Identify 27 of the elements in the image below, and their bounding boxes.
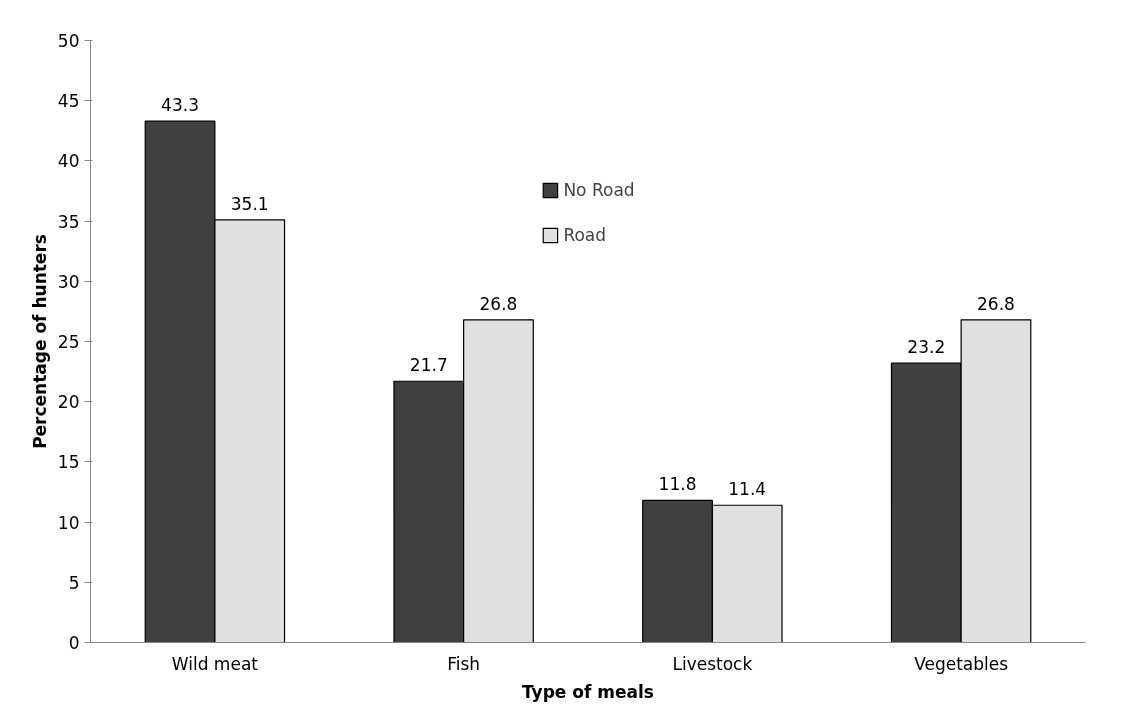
y-tick-label: 40 bbox=[57, 151, 80, 172]
x-axis-title: Type of meals bbox=[522, 681, 654, 702]
y-axis-title: Percentage of hunters bbox=[29, 234, 50, 449]
data-label: 23.2 bbox=[907, 337, 946, 358]
y-tick-label: 15 bbox=[57, 452, 80, 473]
y-tick-label: 50 bbox=[57, 31, 80, 51]
y-tick-label: 0 bbox=[68, 633, 80, 653]
data-label: 26.8 bbox=[479, 293, 518, 314]
x-tick-label: Livestock bbox=[672, 653, 753, 674]
data-label: 35.1 bbox=[230, 193, 269, 214]
data-label: 26.8 bbox=[977, 293, 1015, 314]
data-label: 11.4 bbox=[728, 479, 767, 500]
legend-label: No Road bbox=[563, 180, 635, 200]
x-tick-label: Fish bbox=[447, 653, 481, 674]
y-tick-label: 45 bbox=[57, 91, 80, 112]
data-label: 11.8 bbox=[658, 474, 697, 495]
y-tick-label: 20 bbox=[57, 392, 80, 413]
x-tick-label: Wild meat bbox=[171, 653, 259, 674]
legend-label: Road bbox=[563, 225, 607, 245]
y-tick-label: 10 bbox=[57, 512, 80, 533]
y-tick-label: 25 bbox=[57, 332, 80, 352]
data-label: 21.7 bbox=[409, 355, 448, 376]
y-tick-label: 5 bbox=[68, 572, 80, 593]
y-tick-label: 30 bbox=[57, 271, 80, 292]
y-tick-label: 35 bbox=[57, 211, 80, 232]
x-tick-label: Vegetables bbox=[914, 653, 1009, 674]
data-label: 43.3 bbox=[161, 95, 199, 116]
